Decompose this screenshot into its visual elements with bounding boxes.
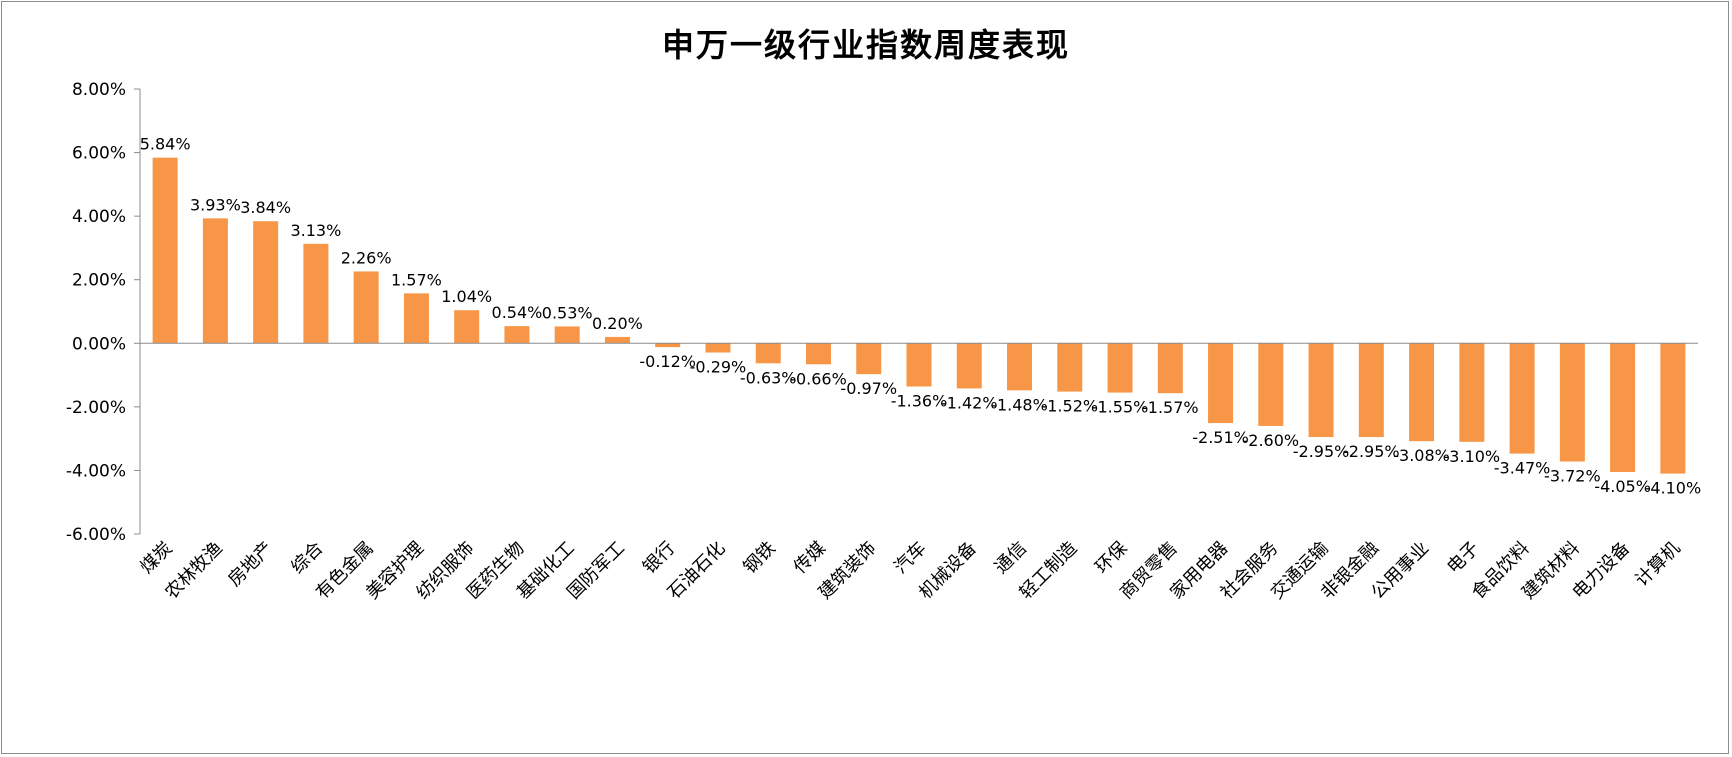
bar	[805, 343, 831, 365]
category-label: 银行	[639, 538, 679, 578]
category-label: 通信	[991, 538, 1031, 578]
data-label: -1.42%	[941, 393, 998, 412]
data-label: 0.54%	[492, 303, 543, 322]
data-label: 0.20%	[592, 314, 643, 333]
bar	[253, 221, 279, 344]
data-label: -2.51%	[1192, 428, 1249, 447]
bar	[1358, 343, 1384, 438]
bar	[454, 310, 480, 344]
bar	[1007, 343, 1033, 391]
bar	[202, 218, 228, 344]
data-label: -0.63%	[740, 368, 797, 387]
data-label: -0.97%	[840, 379, 897, 398]
data-label: 3.13%	[290, 221, 341, 240]
category-label: 电子	[1443, 538, 1483, 578]
category-label: 传媒	[790, 538, 830, 578]
category-label: 环保	[1091, 538, 1131, 578]
category-label: 钢铁	[739, 538, 779, 578]
bar	[906, 343, 932, 387]
bar	[1559, 343, 1585, 462]
bar	[1308, 343, 1334, 438]
bar	[1258, 343, 1284, 426]
y-tick-label: 0.00%	[72, 334, 126, 354]
y-tick-label: -4.00%	[66, 461, 126, 481]
bar	[1157, 343, 1183, 394]
bar	[303, 243, 329, 344]
bar	[403, 293, 429, 344]
y-tick-label: 8.00%	[72, 80, 126, 100]
category-label: 煤炭	[136, 538, 176, 578]
bar	[1107, 343, 1133, 393]
y-tick-label: -6.00%	[66, 525, 126, 545]
data-label: -1.36%	[891, 392, 948, 411]
bar	[1208, 343, 1234, 424]
bar	[755, 343, 781, 364]
data-label: -2.95%	[1343, 442, 1400, 461]
data-label: -1.55%	[1092, 398, 1149, 417]
data-label: -2.60%	[1243, 431, 1300, 450]
bar	[504, 326, 530, 344]
category-label: 房地产	[224, 538, 277, 591]
y-tick-label: -2.00%	[66, 398, 126, 418]
bar	[956, 343, 982, 389]
data-label: -1.48%	[991, 395, 1048, 414]
y-tick-label: 4.00%	[72, 207, 126, 227]
data-label: 1.04%	[441, 287, 492, 306]
data-label: -3.47%	[1494, 459, 1551, 478]
bar	[604, 336, 630, 344]
data-label: -4.05%	[1594, 477, 1651, 496]
data-label: -3.08%	[1393, 446, 1450, 465]
data-label: -1.52%	[1041, 397, 1098, 416]
data-label: -1.57%	[1142, 398, 1199, 417]
y-tick-label: 2.00%	[72, 271, 126, 291]
category-label: 综合	[287, 538, 327, 578]
category-label: 计算机	[1631, 538, 1684, 591]
bar	[1057, 343, 1083, 392]
bar	[152, 157, 178, 344]
data-label: -3.10%	[1444, 447, 1501, 466]
data-label: -0.29%	[690, 358, 747, 377]
data-label: 1.57%	[391, 270, 442, 289]
data-label: -0.66%	[790, 369, 847, 388]
bar	[1660, 343, 1686, 474]
data-label: 0.53%	[542, 303, 593, 322]
data-label: 2.26%	[341, 248, 392, 267]
bar	[705, 343, 731, 353]
data-label: 3.93%	[190, 195, 241, 214]
data-label: 5.84%	[140, 135, 191, 154]
bar	[1459, 343, 1485, 442]
data-label: -2.95%	[1293, 442, 1350, 461]
category-label: 汽车	[890, 538, 930, 578]
y-tick-label: 6.00%	[72, 144, 126, 164]
bar	[1409, 343, 1435, 442]
bar	[856, 343, 882, 375]
data-label: -0.12%	[639, 352, 696, 371]
bar	[1509, 343, 1535, 454]
bar	[353, 271, 379, 344]
data-label: 3.84%	[240, 198, 291, 217]
chart-title: 申万一级行业指数周度表现	[661, 26, 1070, 64]
bar	[1610, 343, 1636, 473]
data-label: -3.72%	[1544, 467, 1601, 486]
bar	[554, 326, 580, 344]
bar	[655, 343, 681, 348]
data-label: -4.10%	[1645, 479, 1702, 498]
